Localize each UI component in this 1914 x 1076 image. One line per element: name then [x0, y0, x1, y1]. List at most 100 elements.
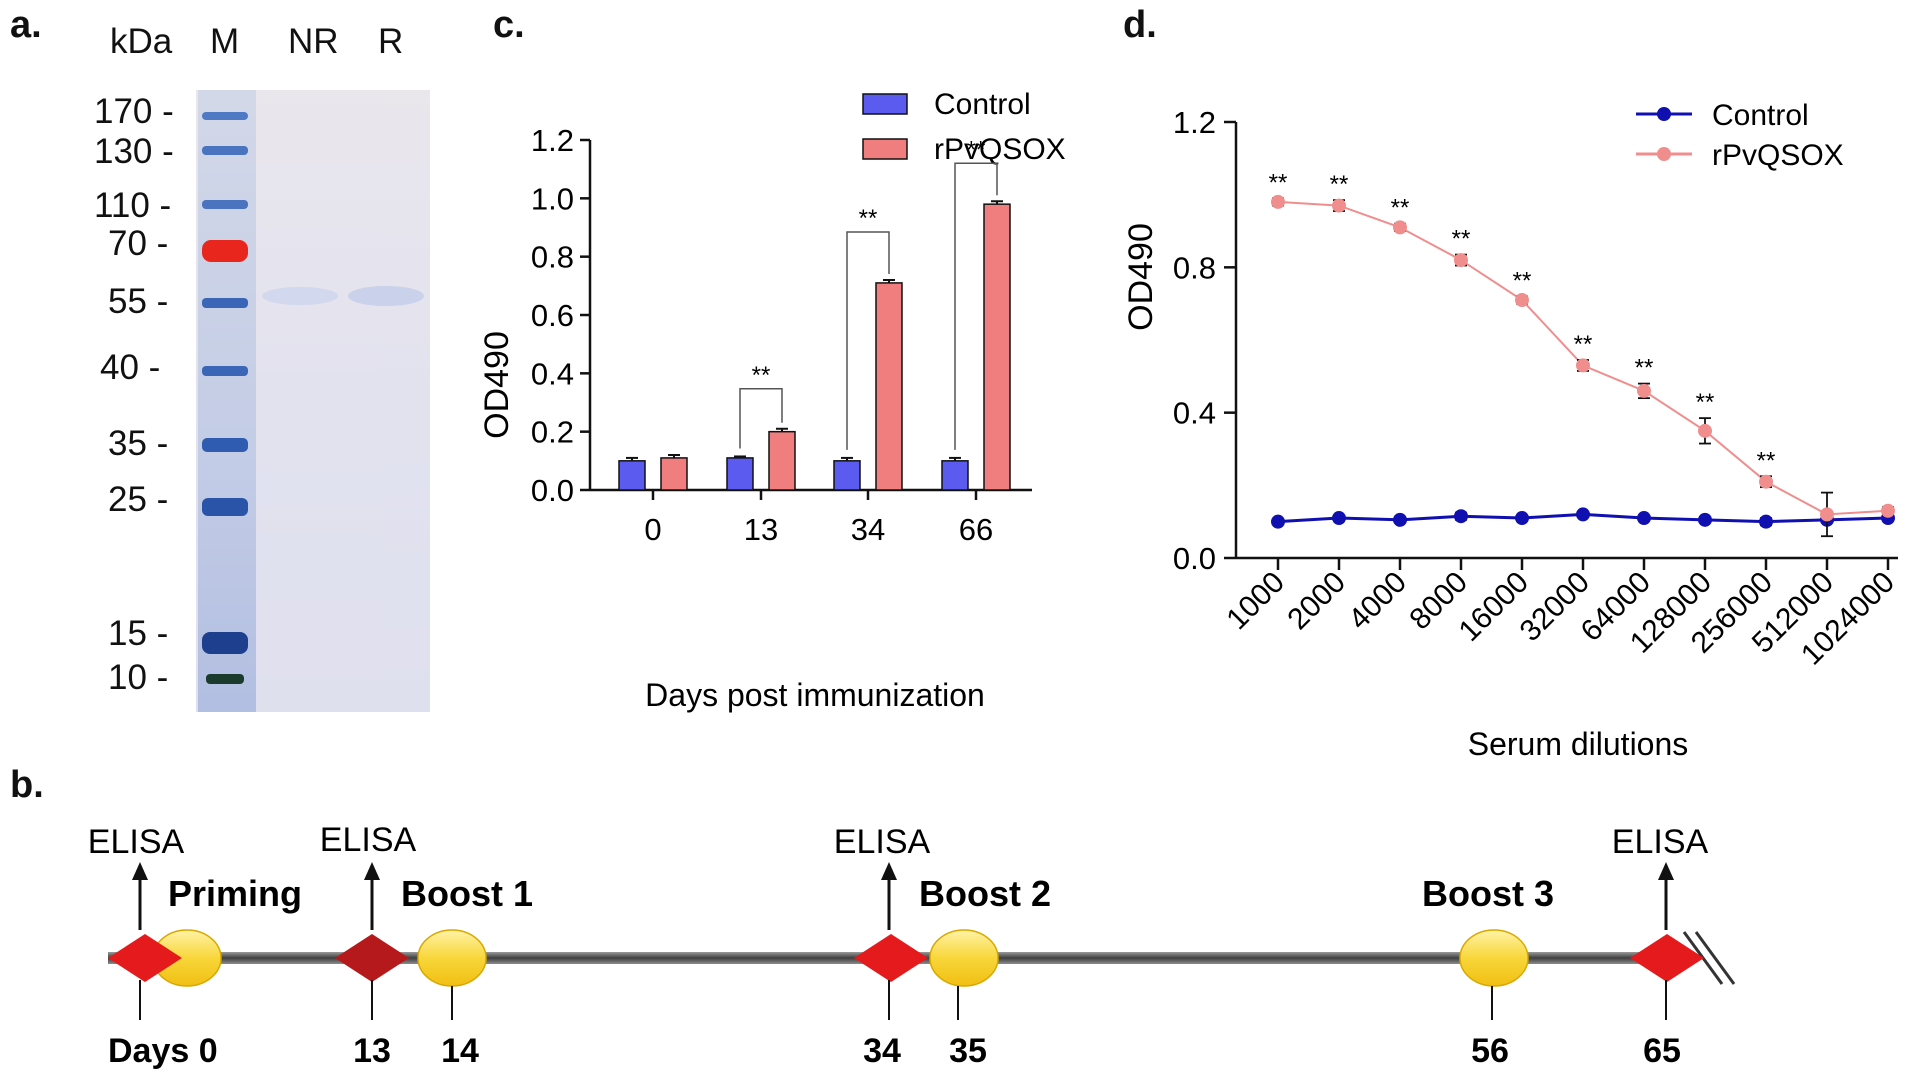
- bar-chart-y-tick-label: 0.8: [531, 240, 574, 275]
- bar-rpvqsox-day-13: [768, 430, 796, 491]
- line-chart-x-axis-title: Serum dilutions: [1468, 726, 1689, 762]
- bar-chart-y-tick-label: 0.2: [531, 415, 574, 450]
- significance-marker: **: [1574, 331, 1593, 358]
- timeline-days-label: Days 0: [108, 1032, 218, 1070]
- arrow-up-icon: [132, 862, 148, 880]
- ladder-band-40: [202, 366, 248, 376]
- bar-chart-x-tick-label: 34: [851, 512, 885, 547]
- ladder-band-10: [206, 674, 244, 684]
- line-chart-y-tick-label: 0.8: [1173, 250, 1216, 285]
- significance-marker: **: [1269, 169, 1288, 196]
- bar-chart-y-tick-label: 0.0: [531, 473, 574, 508]
- significance-bracket: [846, 231, 890, 450]
- bar-chart-x-tick-label: 66: [959, 512, 993, 547]
- data-point-rpvqsox: [1515, 293, 1529, 308]
- legend-rpvqsox-label: rPvQSOX: [1712, 139, 1844, 172]
- gel-marker-25: 25 -: [108, 480, 169, 519]
- arrow-up-icon: [364, 862, 380, 880]
- legend-control-label: Control: [1712, 99, 1809, 132]
- elisa-diamond-day-13: [335, 934, 409, 982]
- data-point-rpvqsox: [1820, 507, 1834, 522]
- bar-chart-x-tick-label: 13: [744, 512, 778, 547]
- bar-control-day-13: [726, 457, 754, 491]
- panel-a-label: a.: [10, 4, 42, 46]
- significance-marker: **: [1330, 171, 1349, 198]
- ladder-band-15: [202, 632, 248, 654]
- significance-marker: **: [752, 362, 771, 389]
- bar-chart-y-tick-label: 0.6: [531, 298, 574, 333]
- data-point-rpvqsox: [1576, 358, 1590, 373]
- event-priming-label: Priming: [168, 873, 302, 914]
- legend-rpvqsox-label: rPvQSOX: [934, 133, 1066, 166]
- gel-marker-55: 55 -: [108, 282, 169, 321]
- data-point-control: [1332, 511, 1346, 526]
- data-point-control: [1698, 512, 1712, 527]
- elisa-diamond-day-65: [1630, 934, 1704, 982]
- ladder-band-55: [202, 298, 248, 308]
- gel-marker-110: 110 -: [94, 186, 172, 225]
- elisa-label-day-65: ELISA: [1612, 823, 1709, 861]
- gel-ladder-bands: [202, 112, 248, 684]
- immunization-ellipse-boost1: [417, 929, 487, 987]
- gel-marker-130: 130 -: [94, 132, 174, 171]
- significance-marker: **: [1635, 355, 1654, 382]
- day-label-35: 35: [949, 1032, 987, 1070]
- line-chart: Control rPvQSOX OD490 Serum dilutions 0.…: [1122, 99, 1901, 762]
- ladder-band-25: [202, 498, 248, 516]
- gel-marker-15: 15 -: [108, 614, 169, 653]
- arrow-up-icon: [881, 862, 897, 880]
- bar-rpvqsox-day-0: [660, 457, 688, 491]
- day-label-65: 65: [1643, 1032, 1681, 1070]
- gel-marker-70: 70 -: [108, 224, 169, 263]
- data-point-rpvqsox: [1881, 503, 1895, 518]
- gel-ladder-lane: [198, 90, 256, 712]
- data-point-control: [1759, 514, 1773, 529]
- data-point-control: [1393, 512, 1407, 527]
- panel-c-label: c.: [493, 4, 525, 46]
- data-point-rpvqsox: [1759, 474, 1773, 489]
- line-chart-y-tick-label: 0.0: [1173, 541, 1216, 576]
- elisa-label-day-34: ELISA: [834, 823, 931, 861]
- legend-control-label: Control: [934, 88, 1031, 121]
- event-boost3-label: Boost 3: [1422, 873, 1554, 914]
- timeline-break-mark-2: [1694, 931, 1736, 985]
- bar-control-day-34: [833, 460, 861, 491]
- significance-marker: **: [1452, 226, 1471, 253]
- line-chart-y-tick-label: 0.4: [1173, 396, 1216, 431]
- gel-marker-40: 40 -: [100, 348, 161, 387]
- ladder-band-170: [202, 112, 248, 120]
- ladder-band-70: [202, 240, 248, 262]
- gel-lane-m: M: [210, 22, 240, 61]
- ladder-band-110: [202, 200, 248, 209]
- gel-lane-nr: NR: [288, 22, 339, 61]
- elisa-label-day-0: ELISA: [88, 823, 185, 861]
- day-label-14: 14: [441, 1032, 479, 1070]
- data-point-control: [1637, 511, 1651, 526]
- panel-d-label: d.: [1123, 4, 1157, 46]
- bar-rpvqsox-day-34: [875, 282, 903, 491]
- gel-band-nr: [262, 287, 338, 305]
- significance-bracket: [739, 388, 783, 449]
- elisa-label-day-13: ELISA: [320, 821, 417, 859]
- elisa-diamond-day-0: [108, 934, 182, 982]
- line-chart-legend: Control rPvQSOX: [1636, 99, 1844, 172]
- day-label-13: 13: [353, 1032, 391, 1070]
- bar-rpvqsox-day-66: [983, 203, 1011, 491]
- data-point-rpvqsox: [1393, 220, 1407, 235]
- significance-marker: **: [1696, 389, 1715, 416]
- bar-chart-y-axis-title: OD490: [478, 331, 516, 439]
- significance-marker: **: [1391, 195, 1410, 222]
- line-chart-x-tick-label: 1000: [1220, 566, 1291, 637]
- significance-marker: **: [1757, 447, 1776, 474]
- line-chart-y-axis-title: OD490: [1122, 223, 1160, 331]
- data-point-control: [1271, 514, 1285, 529]
- data-point-rpvqsox: [1454, 253, 1468, 268]
- significance-bracket: [954, 162, 998, 450]
- bar-control-day-66: [941, 460, 969, 491]
- day-label-56: 56: [1471, 1032, 1509, 1070]
- bar-chart-y-tick-label: 1.2: [531, 123, 574, 158]
- data-point-rpvqsox: [1698, 423, 1712, 438]
- line-chart-plot-area: 0.00.40.81.21000200040008000160003200064…: [1173, 105, 1901, 672]
- legend-rpvqsox-swatch: [862, 138, 908, 160]
- bar-chart-legend: Control rPvQSOX: [862, 88, 1066, 166]
